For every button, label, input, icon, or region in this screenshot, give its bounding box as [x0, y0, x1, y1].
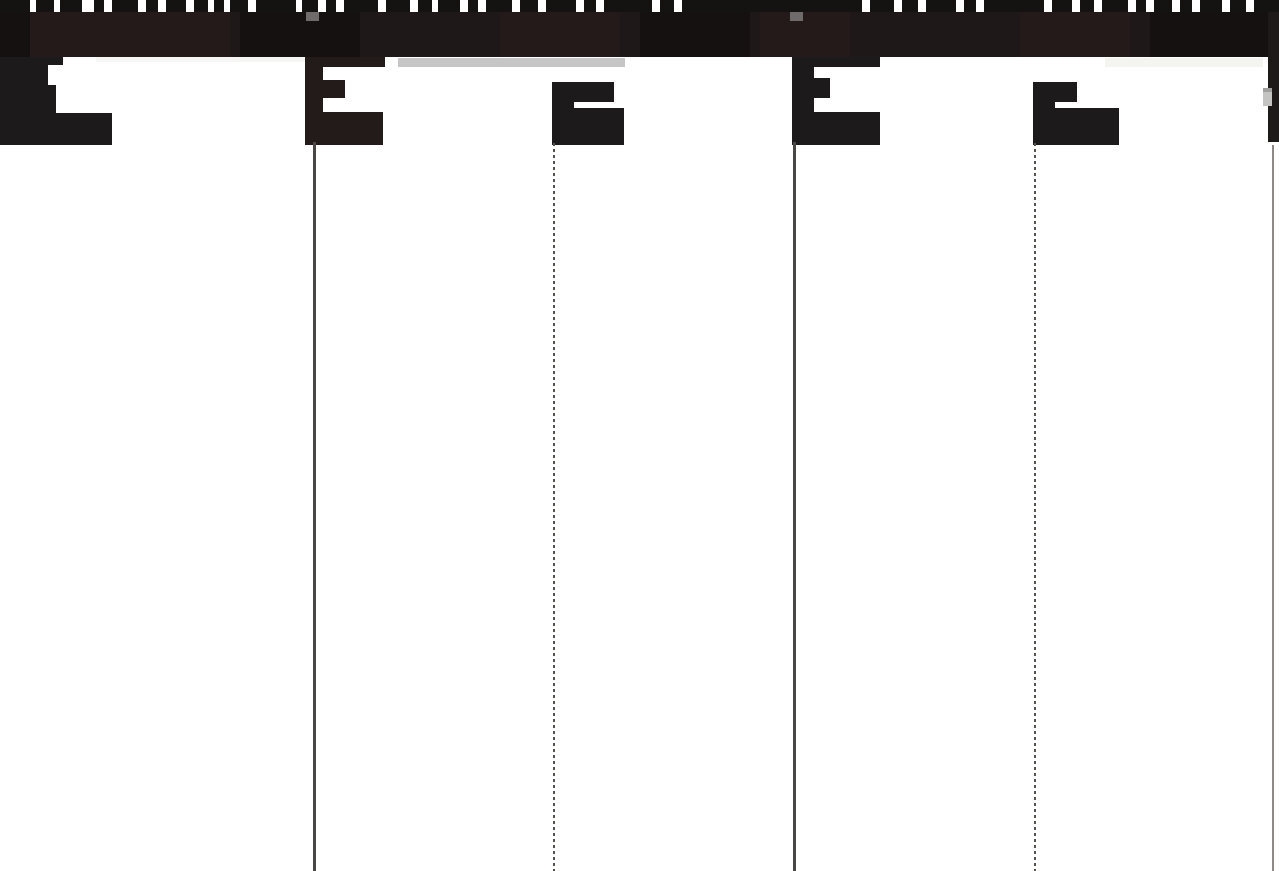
toolbar-notch-icon — [306, 12, 319, 21]
menubar-redacted-segment[interactable] — [146, 0, 158, 13]
menubar-redacted-segment[interactable] — [682, 0, 862, 13]
toolbar[interactable] — [0, 12, 1279, 57]
column-rule-3 — [793, 142, 796, 871]
menubar-redacted-segment[interactable] — [584, 0, 596, 13]
menubar-redacted-segment[interactable] — [94, 0, 104, 13]
scrollbar-thumb-cap[interactable] — [1263, 88, 1272, 93]
column-rule-1 — [313, 142, 316, 871]
toolbar-segment — [1150, 12, 1279, 57]
menubar-redacted-segment[interactable] — [302, 0, 318, 13]
toolbar-segment — [30, 12, 230, 57]
redaction-block — [0, 85, 56, 115]
redaction-block — [305, 57, 385, 67]
menubar-redacted-segment[interactable] — [1200, 0, 1222, 13]
menubar-redacted-segment[interactable] — [256, 0, 296, 13]
menubar-redacted-segment[interactable] — [1052, 0, 1072, 13]
toolbar-segment — [1020, 12, 1130, 57]
menubar-redacted-segment[interactable] — [386, 0, 410, 13]
column-rule-4 — [1034, 143, 1036, 871]
menubar-redacted-segment[interactable] — [926, 0, 956, 13]
menubar-redacted-segment[interactable] — [230, 0, 248, 13]
menubar-redacted-segment[interactable] — [964, 0, 976, 13]
menubar-redacted-segment[interactable] — [1136, 0, 1146, 13]
right-edge-rule — [1272, 145, 1274, 871]
menubar-redacted-segment[interactable] — [520, 0, 538, 13]
toolbar-notch-icon — [790, 12, 803, 21]
menubar-redacted-segment[interactable] — [112, 0, 138, 13]
menubar-redacted-segment[interactable] — [1254, 0, 1279, 13]
redaction-block — [792, 78, 830, 98]
menubar-redacted-segment[interactable] — [326, 0, 336, 13]
menubar-redacted-segment[interactable] — [902, 0, 918, 13]
menubar-redacted-segment[interactable] — [166, 0, 186, 13]
redaction-block — [1033, 108, 1119, 145]
redaction-block — [792, 57, 880, 67]
toolbar-segment — [640, 12, 750, 57]
menubar-redacted-segment[interactable] — [0, 0, 30, 13]
scrollbar-thumb[interactable] — [1263, 92, 1272, 106]
menubar-redacted-segment[interactable] — [1102, 0, 1128, 13]
document-canvas[interactable] — [0, 57, 1279, 871]
menubar[interactable] — [0, 0, 1279, 13]
menubar-redacted-segment[interactable] — [1080, 0, 1094, 13]
redaction-block — [305, 80, 345, 98]
menubar-redacted-segment[interactable] — [604, 0, 652, 13]
menubar-redacted-segment[interactable] — [1154, 0, 1172, 13]
toolbar-segment — [500, 12, 620, 57]
menubar-redacted-segment[interactable] — [660, 0, 674, 13]
toolbar-segment — [0, 12, 30, 57]
highlight-bar-far — [96, 57, 304, 62]
menubar-redacted-segment[interactable] — [1180, 0, 1192, 13]
redaction-block — [552, 108, 624, 145]
menubar-redacted-segment[interactable] — [36, 0, 54, 13]
toolbar-segment — [760, 12, 850, 57]
right-rail — [1268, 12, 1279, 142]
menubar-redacted-segment[interactable] — [438, 0, 460, 13]
menubar-redacted-segment[interactable] — [870, 0, 894, 13]
highlight-bar-right — [1105, 58, 1277, 67]
highlight-bar-left — [398, 58, 625, 67]
menubar-redacted-segment[interactable] — [546, 0, 576, 13]
toolbar-segment — [240, 12, 360, 57]
column-rule-2 — [553, 143, 555, 871]
menubar-redacted-segment[interactable] — [60, 0, 82, 13]
redaction-block — [0, 113, 112, 145]
menubar-redacted-segment[interactable] — [214, 0, 224, 13]
menubar-redacted-segment[interactable] — [194, 0, 208, 13]
redaction-block — [305, 112, 383, 145]
menubar-redacted-segment[interactable] — [344, 0, 378, 13]
menubar-redacted-segment[interactable] — [486, 0, 512, 13]
redaction-block — [48, 57, 63, 65]
menubar-redacted-segment[interactable] — [418, 0, 432, 13]
menubar-redacted-segment[interactable] — [468, 0, 478, 13]
redaction-block — [792, 112, 880, 145]
menubar-redacted-segment[interactable] — [984, 0, 1044, 13]
menubar-redacted-segment[interactable] — [1230, 0, 1246, 13]
